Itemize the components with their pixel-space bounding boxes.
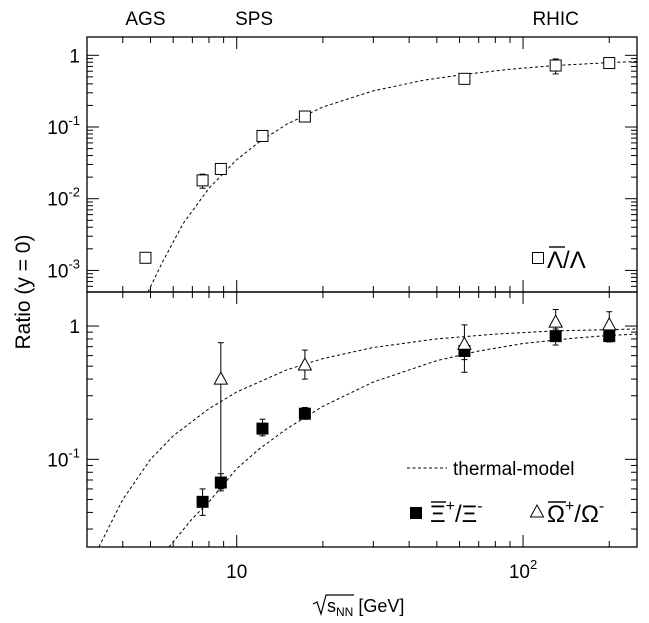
open-triangle-marker [457, 336, 472, 350]
x-tick-base: 10 [226, 562, 247, 583]
x-axis-label: sNN [GeV] [312, 594, 404, 619]
y-tick-base: 10 [47, 450, 68, 471]
filled-square-marker [410, 507, 422, 519]
open-square-marker [196, 174, 209, 187]
open-square-marker [532, 252, 544, 264]
x-label-unit: [GeV] [353, 596, 404, 616]
open-square-marker [298, 110, 311, 123]
legend-denominator: Λ [570, 247, 586, 274]
y-tick-exponent: -1 [68, 445, 80, 460]
y-tick-label: 1 [69, 46, 80, 67]
legend-label-lambda: Λ/Λ [547, 247, 586, 274]
open-square-marker [458, 72, 471, 85]
x-tick-label: 10 [226, 562, 247, 583]
y-tick-label: 10-1 [47, 445, 80, 471]
open-triangle-marker [297, 356, 313, 371]
legend-denominator: Ω [581, 501, 599, 528]
open-triangle-marker [213, 371, 229, 385]
x-label-s: s [327, 596, 336, 616]
y-tick-exponent: -2 [68, 185, 80, 200]
sqrt-sign [312, 594, 354, 617]
x-tick-base: 10 [509, 562, 530, 583]
open-square-marker [214, 162, 227, 175]
y-tick-base: 1 [69, 317, 80, 338]
x-label-subscript: NN [336, 605, 353, 619]
legend-numerator: Ω [547, 501, 565, 528]
open-triangle-marker [529, 503, 545, 518]
x-tick-label: 102 [509, 557, 537, 583]
panel-top: 10-310-210-11Λ/Λ [47, 36, 638, 293]
x-tick-exponent: 2 [530, 557, 537, 572]
filled-square-marker [256, 422, 269, 435]
y-tick-exponent: -3 [68, 256, 80, 271]
experiment-label-ags: AGS [125, 9, 165, 30]
filled-square-marker [603, 330, 616, 343]
legend-sup: + [446, 498, 455, 515]
y-tick-base: 10 [47, 118, 68, 139]
legend-sup: - [599, 498, 604, 515]
legend-label-omega: Ω+/Ω- [547, 498, 604, 528]
thermal-model-curve [98, 328, 637, 547]
open-triangle-marker [548, 314, 564, 328]
legend-label-xi: Ξ+/Ξ- [430, 498, 483, 528]
experiment-label-sps: SPS [235, 9, 273, 30]
legend-sup: - [477, 498, 482, 515]
legend-curve-label: thermal-model [453, 459, 574, 480]
open-triangle-marker [601, 316, 617, 331]
experiment-label-rhic: RHIC [532, 9, 578, 30]
filled-square-marker [196, 495, 209, 508]
y-tick-label: 10-3 [47, 256, 80, 282]
y-tick-base: 10 [47, 261, 68, 282]
legend-numerator: Ξ [430, 501, 446, 528]
legend-slash: / [455, 501, 462, 528]
y-tick-base: 10 [47, 190, 68, 211]
y-tick-label: 10-1 [47, 113, 80, 139]
legend-numerator: Λ [547, 247, 563, 274]
y-tick-label: 10-2 [47, 185, 80, 211]
open-square-marker [603, 57, 616, 70]
filled-square-marker [298, 407, 311, 420]
filled-square-marker [549, 330, 562, 343]
open-square-marker [256, 129, 269, 142]
legend-slash: / [574, 501, 581, 528]
thermal-model-curve [168, 333, 637, 547]
legend-slash: / [563, 247, 570, 274]
y-tick-label: 1 [69, 317, 80, 338]
x-axis-label-text: sNN [GeV] [327, 596, 404, 619]
legend-sup: + [565, 498, 574, 515]
y-tick-base: 1 [69, 46, 80, 67]
open-square-marker [139, 251, 152, 264]
y-tick-exponent: -1 [68, 113, 80, 128]
filled-square-marker [214, 476, 227, 489]
y-axis-label: Ratio (y = 0) [12, 235, 35, 350]
legend-denominator: Ξ [462, 501, 478, 528]
open-square-marker [549, 59, 562, 72]
